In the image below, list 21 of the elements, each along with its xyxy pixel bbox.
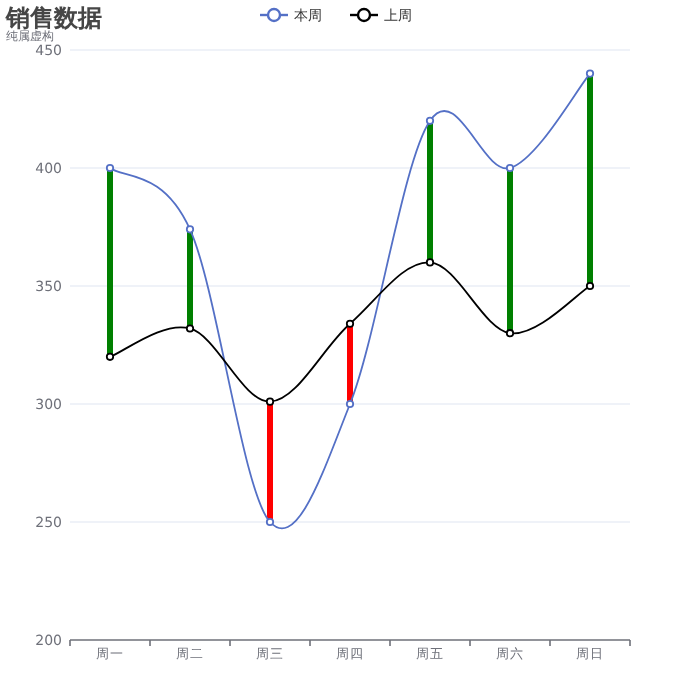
point bbox=[505, 329, 515, 338]
point bbox=[265, 517, 275, 527]
bar bbox=[107, 168, 113, 357]
point bbox=[345, 399, 355, 409]
bar bbox=[187, 229, 193, 329]
point bbox=[185, 324, 195, 333]
bar bbox=[267, 401, 273, 522]
bar bbox=[427, 120, 433, 263]
bar bbox=[507, 168, 513, 334]
point bbox=[345, 319, 355, 328]
chart-title: 销售数据 bbox=[4, 4, 102, 32]
bar bbox=[587, 73, 593, 286]
point bbox=[265, 397, 275, 406]
point bbox=[585, 281, 595, 291]
point bbox=[185, 225, 195, 234]
point bbox=[585, 69, 595, 78]
point bbox=[105, 163, 115, 173]
point bbox=[105, 352, 115, 361]
point bbox=[505, 163, 515, 173]
point bbox=[425, 116, 435, 125]
point bbox=[425, 258, 435, 267]
